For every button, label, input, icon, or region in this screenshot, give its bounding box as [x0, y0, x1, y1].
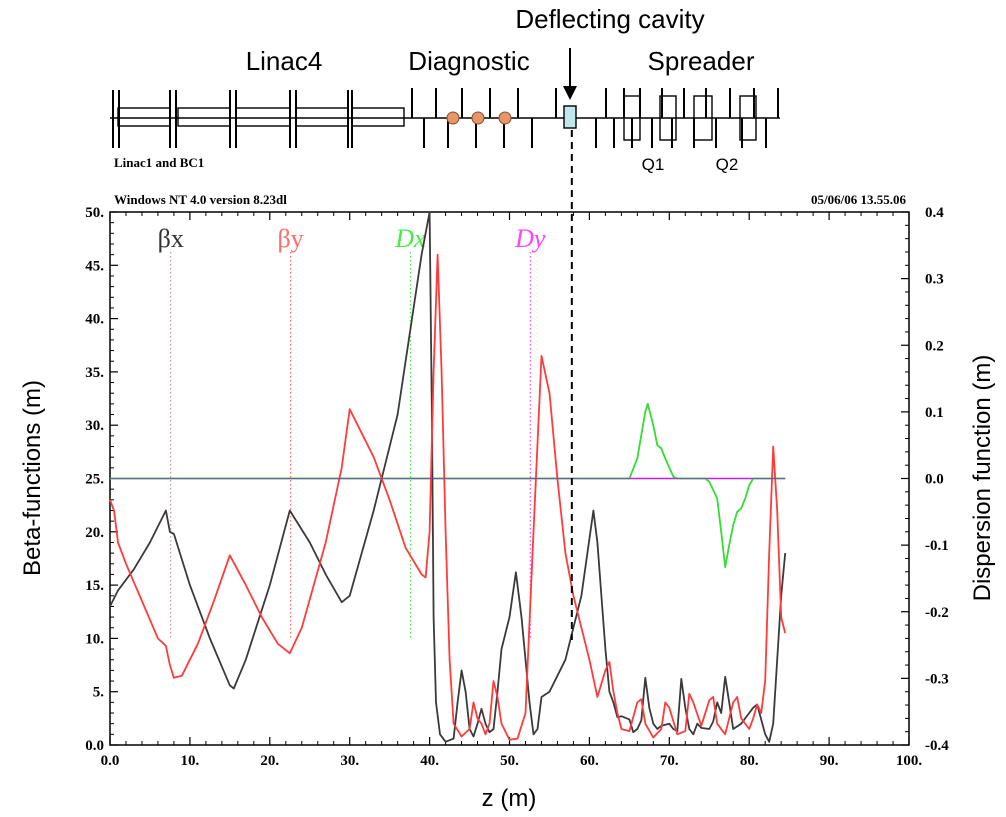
series-line-βy: [109, 253, 787, 741]
y2-tick-label: 0.1: [925, 405, 944, 421]
rf-structure: [117, 107, 171, 127]
deflecting-cavity: [563, 105, 577, 129]
linac4-label: Linac4: [246, 46, 323, 76]
deflecting-arrow: [563, 48, 577, 100]
y2-tick-label: -0.2: [925, 605, 949, 621]
header-right: 05/06/06 13.55.06: [811, 192, 906, 207]
deflecting-cavity-label: Deflecting cavity: [515, 4, 704, 34]
y2-tick-label: 0.2: [925, 338, 944, 354]
diagnostic-label: Diagnostic: [408, 46, 529, 76]
marker-label: βy: [277, 224, 303, 253]
header-left: Windows NT 4.0 version 8.23dl: [114, 192, 287, 207]
x-tick-label: 70.: [660, 753, 679, 769]
x-tick-label: 50.: [500, 753, 519, 769]
spreader-label: Spreader: [648, 46, 755, 76]
y-tick-label: 25.: [85, 472, 104, 488]
dipole: [739, 95, 757, 141]
x-tick-label: 40.: [420, 753, 439, 769]
y-tick-label: 40.: [85, 312, 104, 328]
beamline-schematic: [110, 88, 780, 148]
q2-label: Q2: [716, 155, 739, 174]
rf-structure: [351, 107, 405, 127]
linac1-label: Linac1 and BC1: [114, 155, 204, 170]
x-tick-label: 20.: [260, 753, 279, 769]
diagnostic-monitor: [446, 111, 460, 125]
diagnostic-monitor: [498, 111, 512, 125]
x-tick-label: 100.: [896, 753, 923, 769]
dipole: [659, 95, 677, 141]
dipole: [693, 95, 713, 141]
x-tick-label: 0.0: [101, 753, 120, 769]
y-tick-label: 5.: [93, 685, 105, 701]
annotation-markers: βx βy Dx Dy: [158, 224, 546, 639]
y-tick-label: 50.: [85, 205, 104, 221]
y-tick-label: 20.: [85, 525, 104, 541]
marker-label: Dx: [394, 224, 426, 253]
y2-tick-label: -0.1: [925, 538, 949, 554]
x-axis-label: z (m): [482, 785, 537, 812]
y2-tick-label: 0.3: [925, 272, 944, 288]
series-group: [109, 211, 787, 743]
rf-structure: [235, 107, 291, 127]
x-tick-label: 10.: [181, 753, 200, 769]
rf-structure: [295, 107, 349, 127]
y-axis-label: Beta-functions (m): [19, 380, 46, 576]
y2-tick-label: 0.4: [925, 205, 944, 221]
q1-label: Q1: [642, 155, 665, 174]
marker-label: Dy: [514, 224, 546, 253]
dipole: [623, 95, 641, 141]
x-tick-label: 30.: [340, 753, 359, 769]
y-tick-label: 30.: [85, 418, 104, 434]
series-line-Dx: [110, 403, 786, 568]
x-tick-label: 90.: [820, 753, 839, 769]
y-tick-label: 0.0: [85, 738, 104, 754]
y2-tick-label: 0.0: [925, 472, 944, 488]
y2-tick-label: -0.3: [925, 671, 949, 687]
x-tick-label: 60.: [580, 753, 599, 769]
y-tick-label: 15.: [85, 578, 104, 594]
x-tick-label: 80.: [740, 753, 759, 769]
axis-ticks: 0.0 10. 20. 30. 40. 50. 60. 70. 80. 90. 100. 0.0 5. 1…: [85, 205, 949, 769]
y2-tick-label: -0.4: [925, 738, 949, 754]
series-line-βx: [109, 211, 787, 743]
rf-structure: [177, 107, 231, 127]
marker-label: βx: [158, 224, 184, 253]
diagnostic-monitor: [471, 111, 485, 125]
y-tick-label: 45.: [85, 258, 104, 274]
y-tick-label: 10.: [85, 631, 104, 647]
y-tick-label: 35.: [85, 365, 104, 381]
y2-axis-label: Dispersion function (m): [969, 355, 996, 602]
